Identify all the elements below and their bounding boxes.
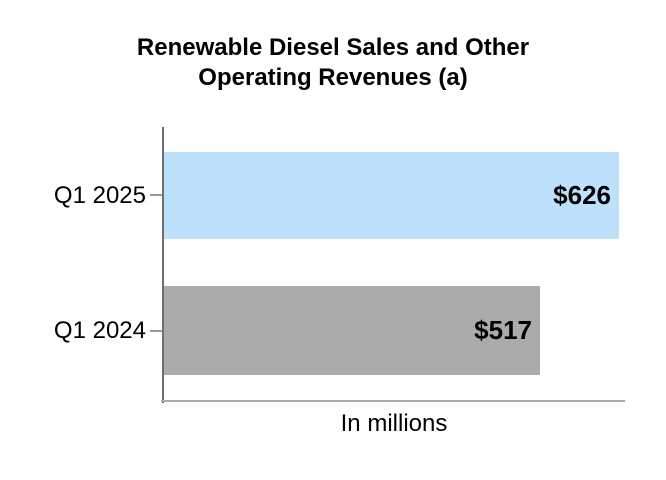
bar-q1-2024: $517 <box>164 286 540 375</box>
x-axis-label: In millions <box>340 410 448 437</box>
y-axis-line <box>162 127 164 403</box>
value-label-q1-2025: $626 <box>553 180 611 210</box>
y-tick-q1-2025 <box>150 194 162 196</box>
category-label-q1-2025: Q1 2025 <box>53 181 146 209</box>
x-axis-line <box>161 400 625 402</box>
value-label-q1-2024: $517 <box>474 315 532 345</box>
bar-q1-2025: $626 <box>164 152 619 239</box>
y-tick-q1-2024 <box>150 330 162 332</box>
chart-title: Renewable Diesel Sales and Other Operati… <box>0 33 666 93</box>
chart-title-line1: Renewable Diesel Sales and Other <box>136 34 530 61</box>
chart-title-line2: Operating Revenues (a) <box>198 64 468 91</box>
category-label-q1-2024: Q1 2024 <box>53 316 146 344</box>
